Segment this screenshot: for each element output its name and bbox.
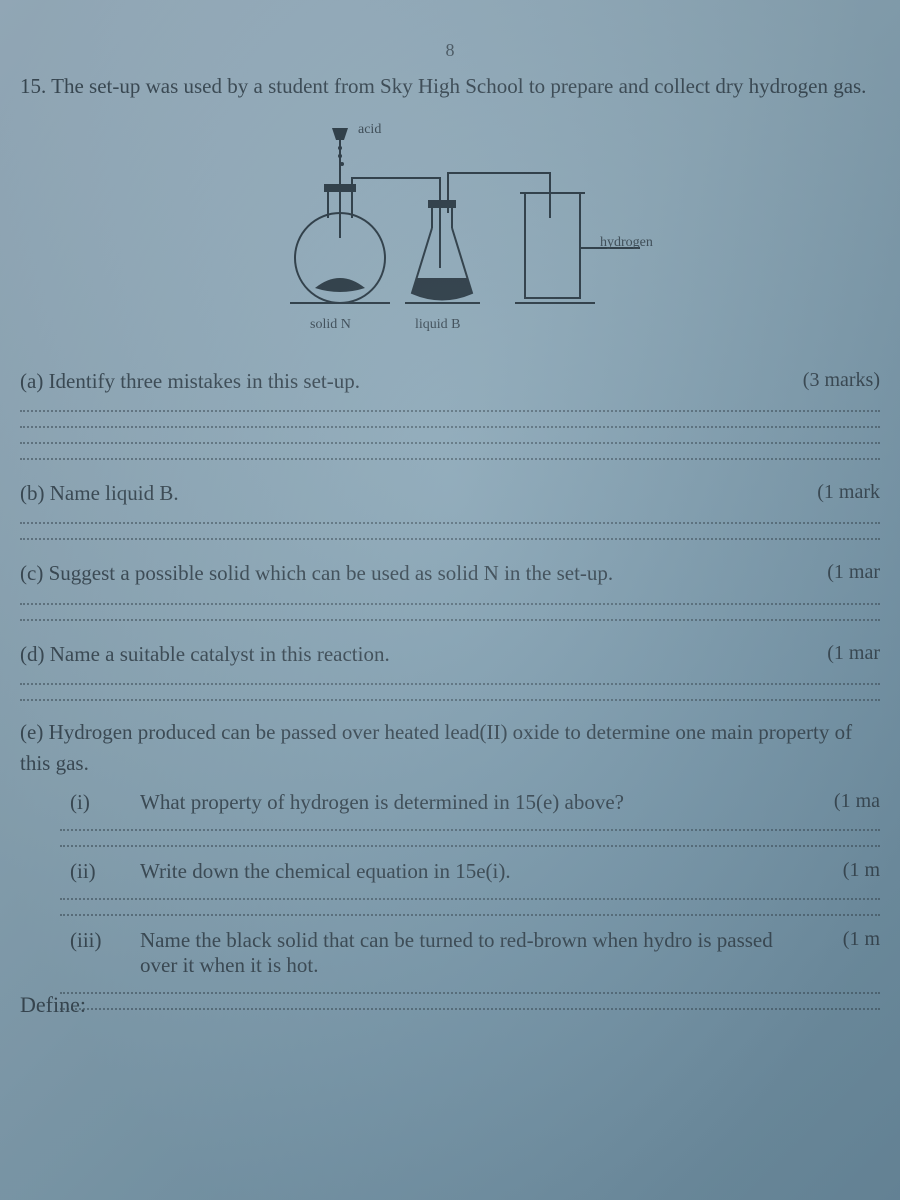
answer-line bbox=[20, 442, 880, 444]
part-e-text: Hydrogen produced can be passed over hea… bbox=[20, 720, 852, 774]
part-e-iii-marks: (1 m bbox=[843, 928, 880, 951]
part-e-iii-label: (iii) bbox=[70, 928, 110, 953]
part-e-label: (e) bbox=[20, 720, 43, 744]
part-d-label: (d) bbox=[20, 642, 45, 666]
part-d-marks: (1 mar bbox=[827, 639, 880, 668]
part-c-label: (c) bbox=[20, 561, 43, 585]
part-a-marks: (3 marks) bbox=[803, 366, 880, 395]
worksheet-page: 8 15. The set-up was used by a student f… bbox=[0, 0, 900, 1030]
question-number: 15. bbox=[20, 74, 46, 98]
define-heading: Define: bbox=[20, 992, 86, 1018]
label-liquid-b: liquid B bbox=[415, 317, 461, 332]
label-hydrogen: hydrogen bbox=[600, 235, 653, 250]
part-e-ii-marks: (1 m bbox=[843, 859, 880, 882]
part-a-text: Identify three mistakes in this set-up. bbox=[49, 369, 360, 393]
answer-line bbox=[60, 1008, 880, 1010]
part-a-label: (a) bbox=[20, 369, 43, 393]
part-e-i-text: What property of hydrogen is determined … bbox=[140, 790, 804, 815]
part-d: (d) Name a suitable catalyst in this rea… bbox=[20, 639, 880, 669]
part-e-i: (i) What property of hydrogen is determi… bbox=[70, 790, 880, 815]
question-text: The set-up was used by a student from Sk… bbox=[51, 74, 866, 98]
page-number: 8 bbox=[20, 40, 880, 61]
label-acid: acid bbox=[358, 122, 381, 137]
answer-line bbox=[20, 410, 880, 412]
part-a: (a) Identify three mistakes in this set-… bbox=[20, 366, 880, 396]
label-solid-n: solid N bbox=[310, 317, 351, 332]
part-e-ii-text: Write down the chemical equation in 15e(… bbox=[140, 859, 813, 884]
answer-line bbox=[20, 603, 880, 605]
answer-line bbox=[20, 699, 880, 701]
part-e-i-label: (i) bbox=[70, 790, 110, 815]
answer-line bbox=[60, 898, 880, 900]
answer-line bbox=[60, 829, 880, 831]
part-e-ii: (ii) Write down the chemical equation in… bbox=[70, 859, 880, 884]
part-b-text: Name liquid B. bbox=[50, 481, 179, 505]
part-c-marks: (1 mar bbox=[827, 558, 880, 587]
answer-line bbox=[20, 522, 880, 524]
part-c: (c) Suggest a possible solid which can b… bbox=[20, 558, 880, 588]
part-d-text: Name a suitable catalyst in this reactio… bbox=[50, 642, 390, 666]
answer-line bbox=[60, 845, 880, 847]
part-e-iii: (iii) Name the black solid that can be t… bbox=[70, 928, 880, 978]
answer-line bbox=[20, 619, 880, 621]
part-c-text: Suggest a possible solid which can be us… bbox=[49, 561, 614, 585]
question-15-header: 15. The set-up was used by a student fro… bbox=[20, 71, 880, 103]
part-e-ii-label: (ii) bbox=[70, 859, 110, 884]
part-e-iii-text: Name the black solid that can be turned … bbox=[140, 928, 813, 978]
part-e-i-marks: (1 ma bbox=[834, 790, 880, 813]
answer-line bbox=[60, 992, 880, 994]
part-e: (e) Hydrogen produced can be passed over… bbox=[20, 717, 880, 778]
answer-line bbox=[20, 458, 880, 460]
answer-line bbox=[20, 683, 880, 685]
answer-line bbox=[60, 914, 880, 916]
answer-line bbox=[20, 538, 880, 540]
part-b-label: (b) bbox=[20, 481, 45, 505]
apparatus-diagram: acid solid N liquid B hydrogen bbox=[220, 118, 680, 348]
part-b-marks: (1 mark bbox=[817, 478, 880, 507]
part-b: (b) Name liquid B. (1 mark bbox=[20, 478, 880, 508]
answer-line bbox=[20, 426, 880, 428]
